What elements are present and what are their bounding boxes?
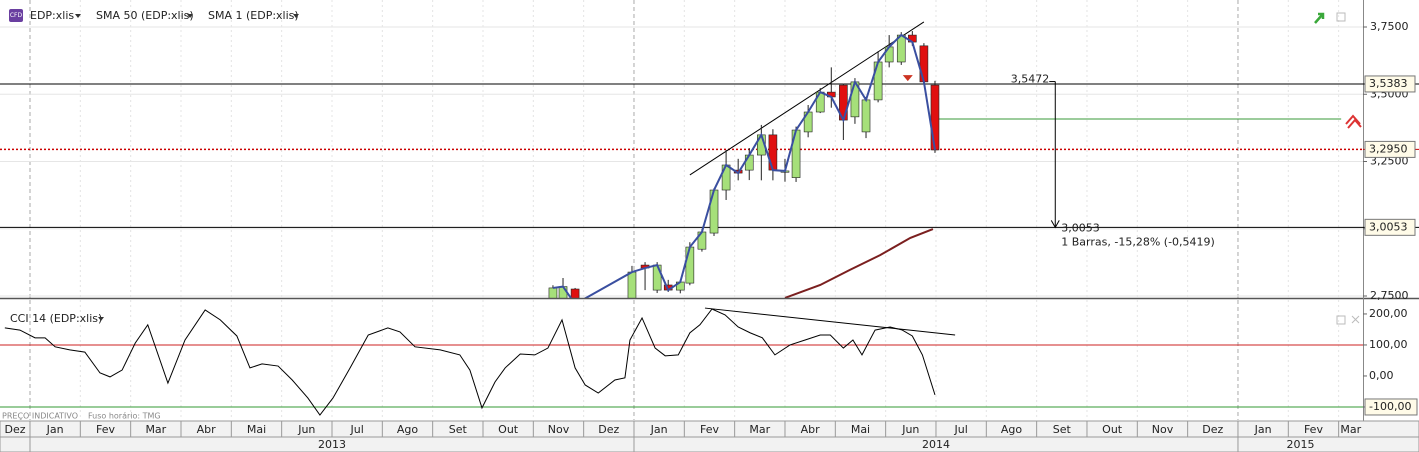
dropdown[interactable] — [98, 317, 104, 321]
x-tick-label: Mar — [145, 423, 166, 436]
year-label: 2015 — [1286, 438, 1314, 451]
x-tick-label: Jul — [954, 423, 968, 436]
logo: CFD — [10, 12, 23, 19]
window-icon[interactable] — [1336, 12, 1346, 22]
candle-body — [919, 45, 929, 83]
measure-label: 3,0053 — [1061, 221, 1100, 234]
cci-panel — [0, 300, 1363, 420]
x-tick-label: Jan — [1254, 423, 1272, 436]
x-tick-label: Mai — [851, 423, 870, 436]
x-tick-label: Out — [1102, 423, 1123, 436]
y-tick-label: 0,00 — [1369, 369, 1394, 382]
candle-body — [744, 154, 754, 171]
chart-title[interactable]: EDP:xlis — [30, 9, 74, 22]
candle-body — [558, 286, 568, 298]
price-label: 3,5383 — [1369, 77, 1408, 90]
trend-line — [704, 307, 956, 336]
x-tick-label: Out — [498, 423, 519, 436]
candle-body — [768, 134, 778, 171]
logo-box — [9, 9, 23, 22]
price-panel — [0, 0, 1363, 298]
x-tick-label: Abr — [197, 423, 217, 436]
x-tick-label: Jun — [901, 423, 919, 436]
x-tick-label: Jan — [46, 423, 64, 436]
x-tick-label: Jun — [297, 423, 315, 436]
x-tick-label: Set — [1053, 423, 1072, 436]
price-label: 3,0053 — [1369, 220, 1408, 233]
footer-timezone: Fuso horário: TMG — [88, 412, 161, 421]
dropdown[interactable] — [75, 14, 81, 18]
price-label: 3,2950 — [1369, 142, 1408, 155]
x-tick-label: Mar — [749, 423, 770, 436]
sma-line — [552, 33, 936, 298]
window-icon[interactable] — [1336, 315, 1346, 325]
dropdown[interactable] — [187, 14, 193, 18]
price-label-box — [1364, 140, 1416, 158]
cci-line — [4, 308, 936, 416]
x-tick-label: Ago — [397, 423, 419, 436]
y-tick-label: 100,00 — [1369, 338, 1408, 351]
x-tick-label: Dez — [598, 423, 619, 436]
x-tick-label: Mai — [247, 423, 266, 436]
y-tick-label: 2,7500 — [1370, 289, 1409, 302]
alert-icon[interactable] — [1345, 114, 1362, 129]
y-tick-label: 3,7500 — [1370, 20, 1409, 33]
x-tick-label: Nov — [548, 423, 570, 436]
x-tick-label: Fev — [96, 423, 115, 436]
x-tick-label: Fev — [700, 423, 719, 436]
sma-line — [784, 228, 934, 298]
x-tick-label: Jul — [350, 423, 364, 436]
candle-body — [861, 99, 871, 133]
measure-label: 3,5472 — [1011, 73, 1050, 86]
x-tick-label: Fev — [1304, 423, 1323, 436]
measure-arrow — [1050, 220, 1060, 229]
legend-entry[interactable]: SMA 50 (EDP:xlis) — [96, 9, 194, 22]
x-tick-label: Nov — [1152, 423, 1174, 436]
price-label-box — [1364, 75, 1416, 93]
dropdown[interactable] — [293, 14, 299, 18]
y-tick-label: -100,00 — [1369, 400, 1411, 413]
year-label: 2014 — [922, 438, 950, 451]
signal-marker — [902, 75, 913, 82]
price-label-box — [1364, 398, 1418, 416]
year-label: 2013 — [318, 438, 346, 451]
cci-title[interactable]: CCI 14 (EDP:xlis) — [10, 312, 102, 325]
candle-body — [652, 264, 662, 291]
y-tick-label: 200,00 — [1369, 307, 1408, 320]
measure-text: 1 Barras, -15,28% (-0,5419) — [1061, 235, 1215, 248]
close-icon[interactable] — [1351, 315, 1360, 324]
x-tick-label: Jan — [650, 423, 668, 436]
price-label-box — [1364, 218, 1416, 236]
x-tick-label: Set — [449, 423, 468, 436]
x-tick-label: Ago — [1001, 423, 1023, 436]
x-tick-label: Mar — [1340, 423, 1361, 436]
candle-body — [685, 246, 695, 284]
x-tick-label: Dez — [4, 423, 25, 436]
footer-note: PREÇO INDICATIVO — [2, 412, 78, 421]
candle-body — [930, 84, 940, 151]
x-tick-label: Dez — [1202, 423, 1223, 436]
x-tick-label: Abr — [801, 423, 821, 436]
legend-entry[interactable]: SMA 1 (EDP:xlis) — [208, 9, 299, 22]
trend-icon[interactable] — [1314, 12, 1325, 24]
